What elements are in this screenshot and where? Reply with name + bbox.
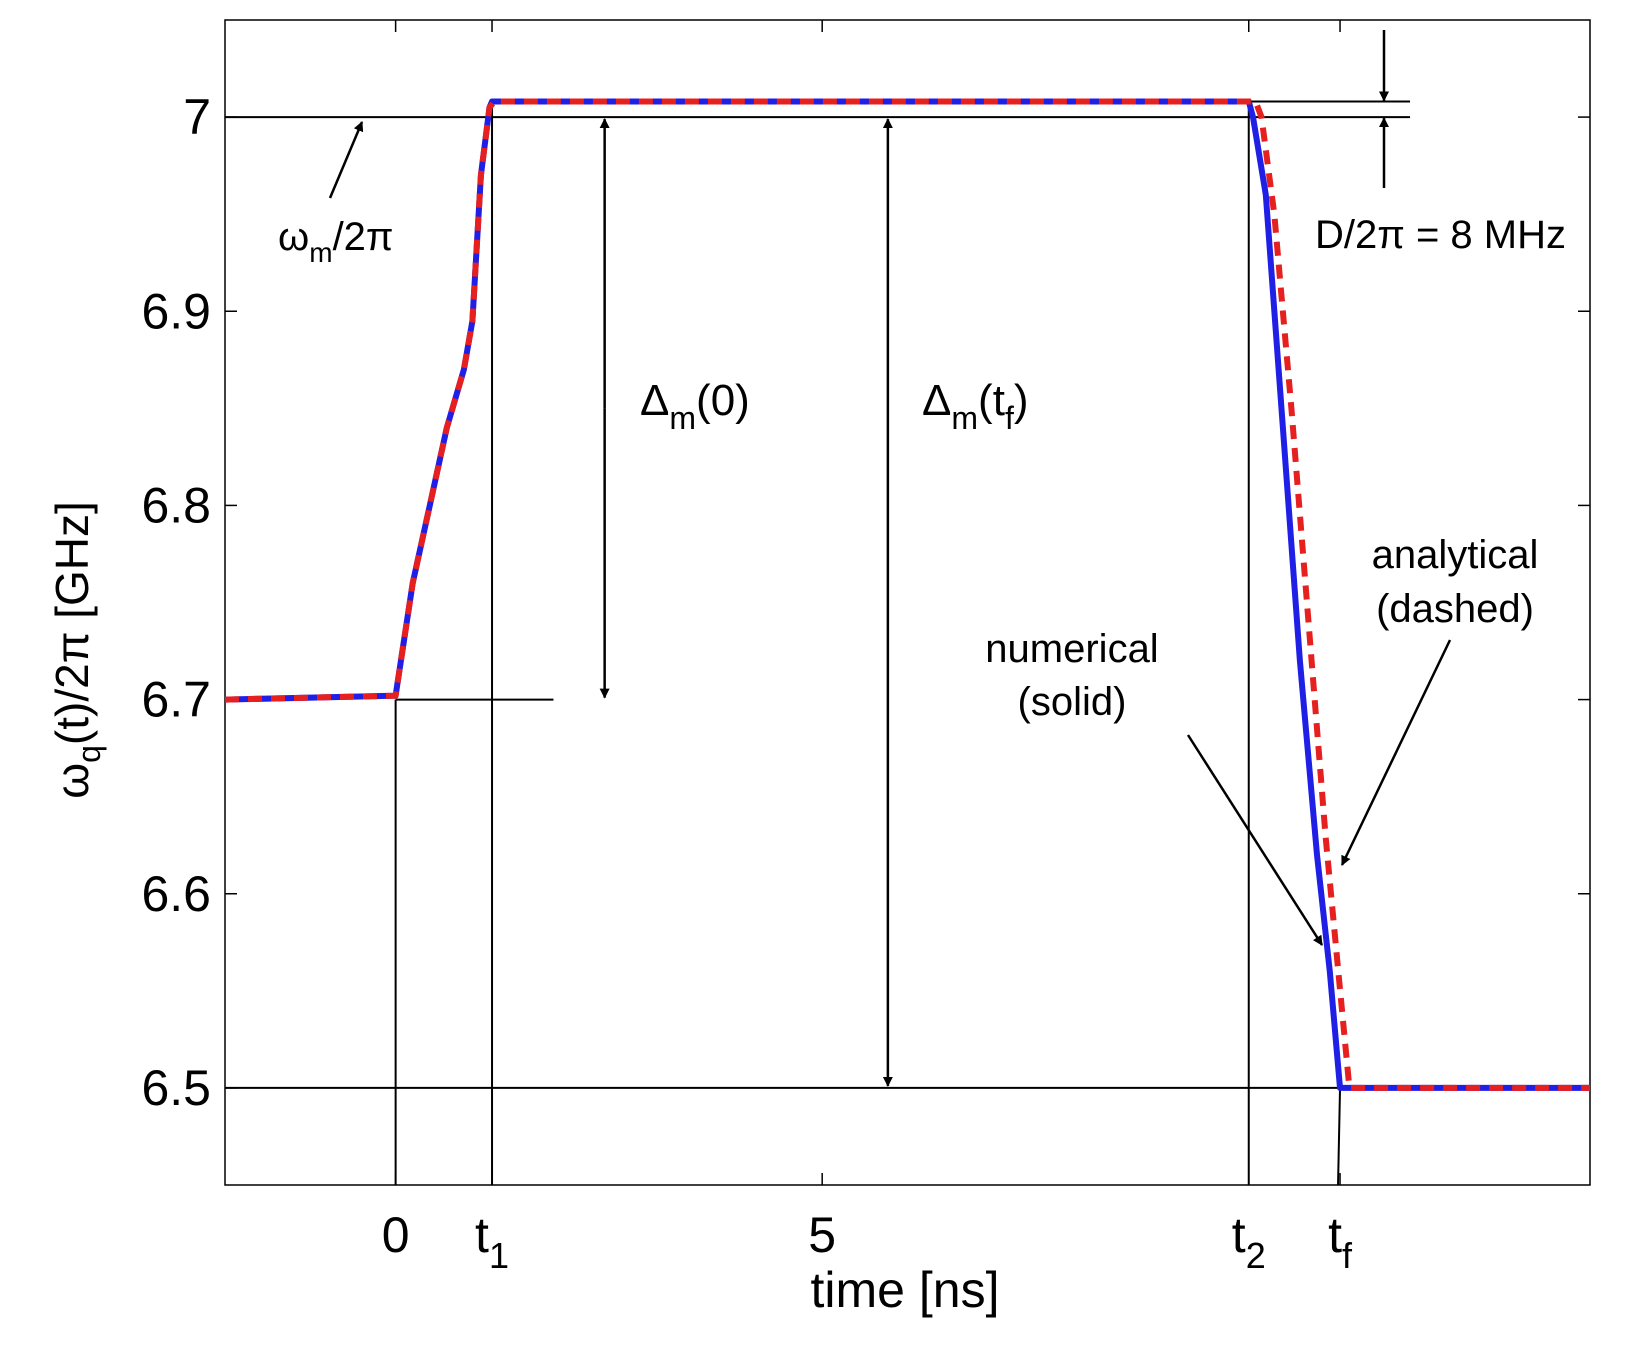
omega-m-arrow	[328, 121, 364, 199]
y-axis-label: ωq(t)/2π [GHz]	[46, 501, 107, 799]
plot-frame	[224, 19, 1591, 1186]
x-tick-main: t	[475, 1207, 489, 1263]
analytical-label-1: analytical	[1372, 533, 1539, 577]
delta0-main: Δ	[640, 376, 669, 425]
x-tick-main: 5	[808, 1207, 836, 1263]
annotation-arrows	[328, 30, 1452, 1087]
x-tick-label: 5	[808, 1207, 836, 1263]
delta0-rest: (0)	[696, 376, 750, 425]
x-tick-label: tf	[1328, 1207, 1353, 1276]
y-tick-label: 6.9	[141, 283, 211, 339]
series-lines	[224, 98, 1590, 1091]
y-tick-label: 6.6	[141, 866, 211, 922]
deltatf-sub2: f	[1005, 400, 1014, 436]
delta-m-tf-label: Δm(tf)	[922, 376, 1028, 436]
guide-lines	[225, 100, 1411, 1186]
ylabel-rest: (t)/2π [GHz]	[46, 501, 98, 745]
analytical-label-2: (dashed)	[1376, 587, 1534, 631]
x-tick-label: t1	[475, 1207, 509, 1276]
omega-m-main: ω	[278, 215, 309, 259]
numerical-label-2: (solid)	[1018, 680, 1127, 724]
deltatf-main: Δ	[922, 376, 951, 425]
deltatf-close: )	[1014, 376, 1029, 425]
x-tick-main: t	[1232, 1207, 1246, 1263]
x-tick-main: 0	[382, 1207, 410, 1263]
omega-m-rest: /2π	[333, 215, 394, 259]
numerical-label-1: numerical	[985, 627, 1158, 671]
x-axis-label: time [ns]	[811, 1262, 1000, 1318]
x-tick-label: 0	[382, 1207, 410, 1263]
y-tick-label: 6.5	[141, 1060, 211, 1116]
ylabel-sub: q	[71, 745, 107, 763]
omega-m-label: ωm/2π	[278, 215, 394, 268]
numerical-arrow	[1186, 734, 1324, 946]
y-tick-label: 7	[183, 89, 211, 145]
x-tick-sub: 1	[489, 1235, 509, 1276]
analytical-arrow	[1340, 639, 1452, 866]
x-tick-main: t	[1328, 1207, 1342, 1263]
axis-ticks: 6.56.66.76.86.970 t1 5 t2 tf	[141, 20, 1590, 1276]
y-tick-label: 6.8	[141, 477, 211, 533]
numerical-series-line	[224, 98, 1590, 1091]
x-tick-label: t2	[1232, 1207, 1266, 1276]
x-tick-sub: 2	[1246, 1235, 1266, 1276]
d-label: D/2π = 8 MHz	[1315, 213, 1566, 257]
delta-m-0-label: Δm(0)	[640, 376, 750, 436]
ylabel-main: ω	[46, 763, 98, 799]
delta0-sub: m	[669, 400, 696, 436]
x-tick-sub: f	[1342, 1235, 1353, 1276]
deltatf-open: (t	[978, 376, 1005, 425]
vline-tf	[1337, 1087, 1342, 1186]
svg-text:ωq(t)/2π [GHz]: ωq(t)/2π [GHz]	[46, 501, 107, 799]
deltatf-sub: m	[951, 400, 978, 436]
omega-m-sub: m	[309, 237, 332, 268]
y-tick-label: 6.7	[141, 672, 211, 728]
